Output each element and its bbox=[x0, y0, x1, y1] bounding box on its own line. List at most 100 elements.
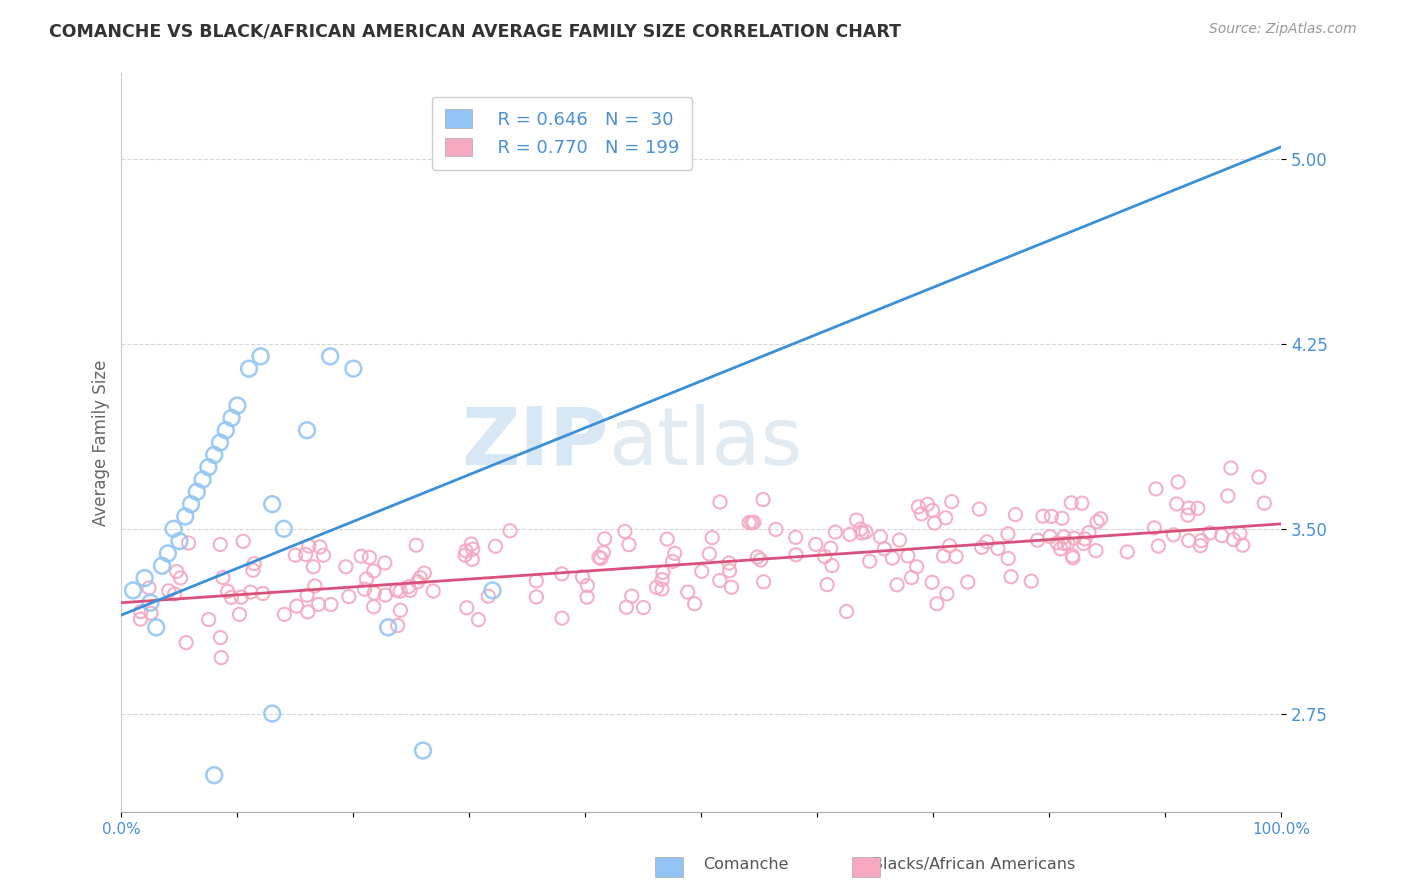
Point bbox=[1177, 508, 1199, 523]
Point bbox=[312, 548, 335, 562]
Point bbox=[921, 503, 943, 517]
Point bbox=[304, 579, 326, 593]
Point bbox=[1046, 536, 1069, 550]
Point bbox=[163, 587, 186, 601]
Point bbox=[477, 589, 499, 603]
Point bbox=[551, 611, 574, 625]
Point bbox=[197, 460, 219, 475]
Point bbox=[1220, 461, 1243, 475]
Point bbox=[882, 551, 904, 566]
Point bbox=[1062, 549, 1084, 563]
Point bbox=[664, 546, 686, 560]
Point bbox=[481, 583, 503, 598]
Point bbox=[363, 586, 385, 600]
Point bbox=[932, 549, 955, 563]
Point bbox=[162, 522, 184, 536]
Point bbox=[285, 599, 308, 614]
Point bbox=[824, 525, 846, 540]
Point bbox=[202, 768, 225, 782]
Point bbox=[337, 590, 360, 604]
Point bbox=[1056, 536, 1078, 550]
Point bbox=[1191, 533, 1213, 548]
Point bbox=[1232, 538, 1254, 552]
Point bbox=[209, 631, 232, 645]
Point bbox=[221, 411, 243, 425]
Point bbox=[1167, 475, 1189, 489]
Point bbox=[785, 548, 807, 562]
Point bbox=[924, 516, 946, 530]
Point bbox=[1004, 508, 1026, 522]
Point bbox=[720, 580, 742, 594]
Point bbox=[683, 597, 706, 611]
Point bbox=[571, 570, 593, 584]
Point bbox=[295, 423, 318, 437]
Point bbox=[456, 600, 478, 615]
Point bbox=[157, 583, 180, 598]
Point bbox=[900, 570, 922, 584]
Point bbox=[273, 607, 295, 622]
Point bbox=[243, 557, 266, 571]
Point bbox=[1178, 500, 1201, 515]
Point bbox=[1147, 539, 1170, 553]
Point bbox=[228, 607, 250, 622]
Point bbox=[941, 494, 963, 508]
Point bbox=[399, 583, 422, 598]
Point bbox=[298, 539, 321, 553]
Point bbox=[202, 448, 225, 462]
Point bbox=[1071, 496, 1094, 510]
Point bbox=[1222, 533, 1244, 547]
Text: atlas: atlas bbox=[609, 403, 803, 482]
Point bbox=[741, 516, 763, 530]
Point bbox=[1026, 533, 1049, 548]
Point bbox=[1040, 509, 1063, 524]
Point bbox=[945, 549, 967, 564]
Point bbox=[1199, 525, 1222, 540]
Point bbox=[238, 361, 260, 376]
Point bbox=[412, 743, 434, 757]
Point bbox=[177, 536, 200, 550]
Point bbox=[747, 550, 769, 565]
Point bbox=[1060, 496, 1083, 510]
Point bbox=[1062, 550, 1084, 565]
Point bbox=[1189, 539, 1212, 553]
Point bbox=[804, 537, 827, 551]
Point bbox=[273, 522, 295, 536]
Point bbox=[215, 423, 238, 437]
Point bbox=[676, 585, 699, 599]
Point bbox=[1211, 528, 1233, 542]
Point bbox=[855, 524, 877, 539]
Point bbox=[374, 588, 396, 602]
Point bbox=[620, 589, 643, 603]
Point bbox=[499, 524, 522, 538]
Point bbox=[295, 588, 318, 602]
Point bbox=[905, 559, 928, 574]
Point bbox=[576, 590, 599, 604]
Point bbox=[356, 572, 378, 586]
Point bbox=[422, 584, 444, 599]
Point bbox=[976, 534, 998, 549]
Point bbox=[738, 516, 761, 530]
Point bbox=[139, 606, 162, 620]
Point bbox=[1216, 489, 1239, 503]
Point bbox=[742, 516, 765, 530]
Point bbox=[319, 349, 342, 363]
Point bbox=[231, 590, 253, 604]
Point bbox=[921, 575, 943, 590]
Point bbox=[145, 620, 167, 634]
Point bbox=[262, 706, 284, 721]
Point bbox=[699, 547, 721, 561]
Point bbox=[1019, 574, 1042, 589]
Point bbox=[1247, 470, 1270, 484]
Point bbox=[374, 556, 396, 570]
Point bbox=[657, 532, 679, 546]
Point bbox=[1063, 531, 1085, 545]
Point bbox=[467, 613, 489, 627]
Point bbox=[835, 605, 858, 619]
Point bbox=[405, 538, 427, 552]
Point bbox=[134, 571, 156, 585]
Text: ZIP: ZIP bbox=[461, 403, 609, 482]
Point bbox=[284, 548, 307, 562]
Point bbox=[997, 551, 1019, 566]
Point bbox=[456, 544, 478, 558]
Point bbox=[249, 349, 271, 363]
